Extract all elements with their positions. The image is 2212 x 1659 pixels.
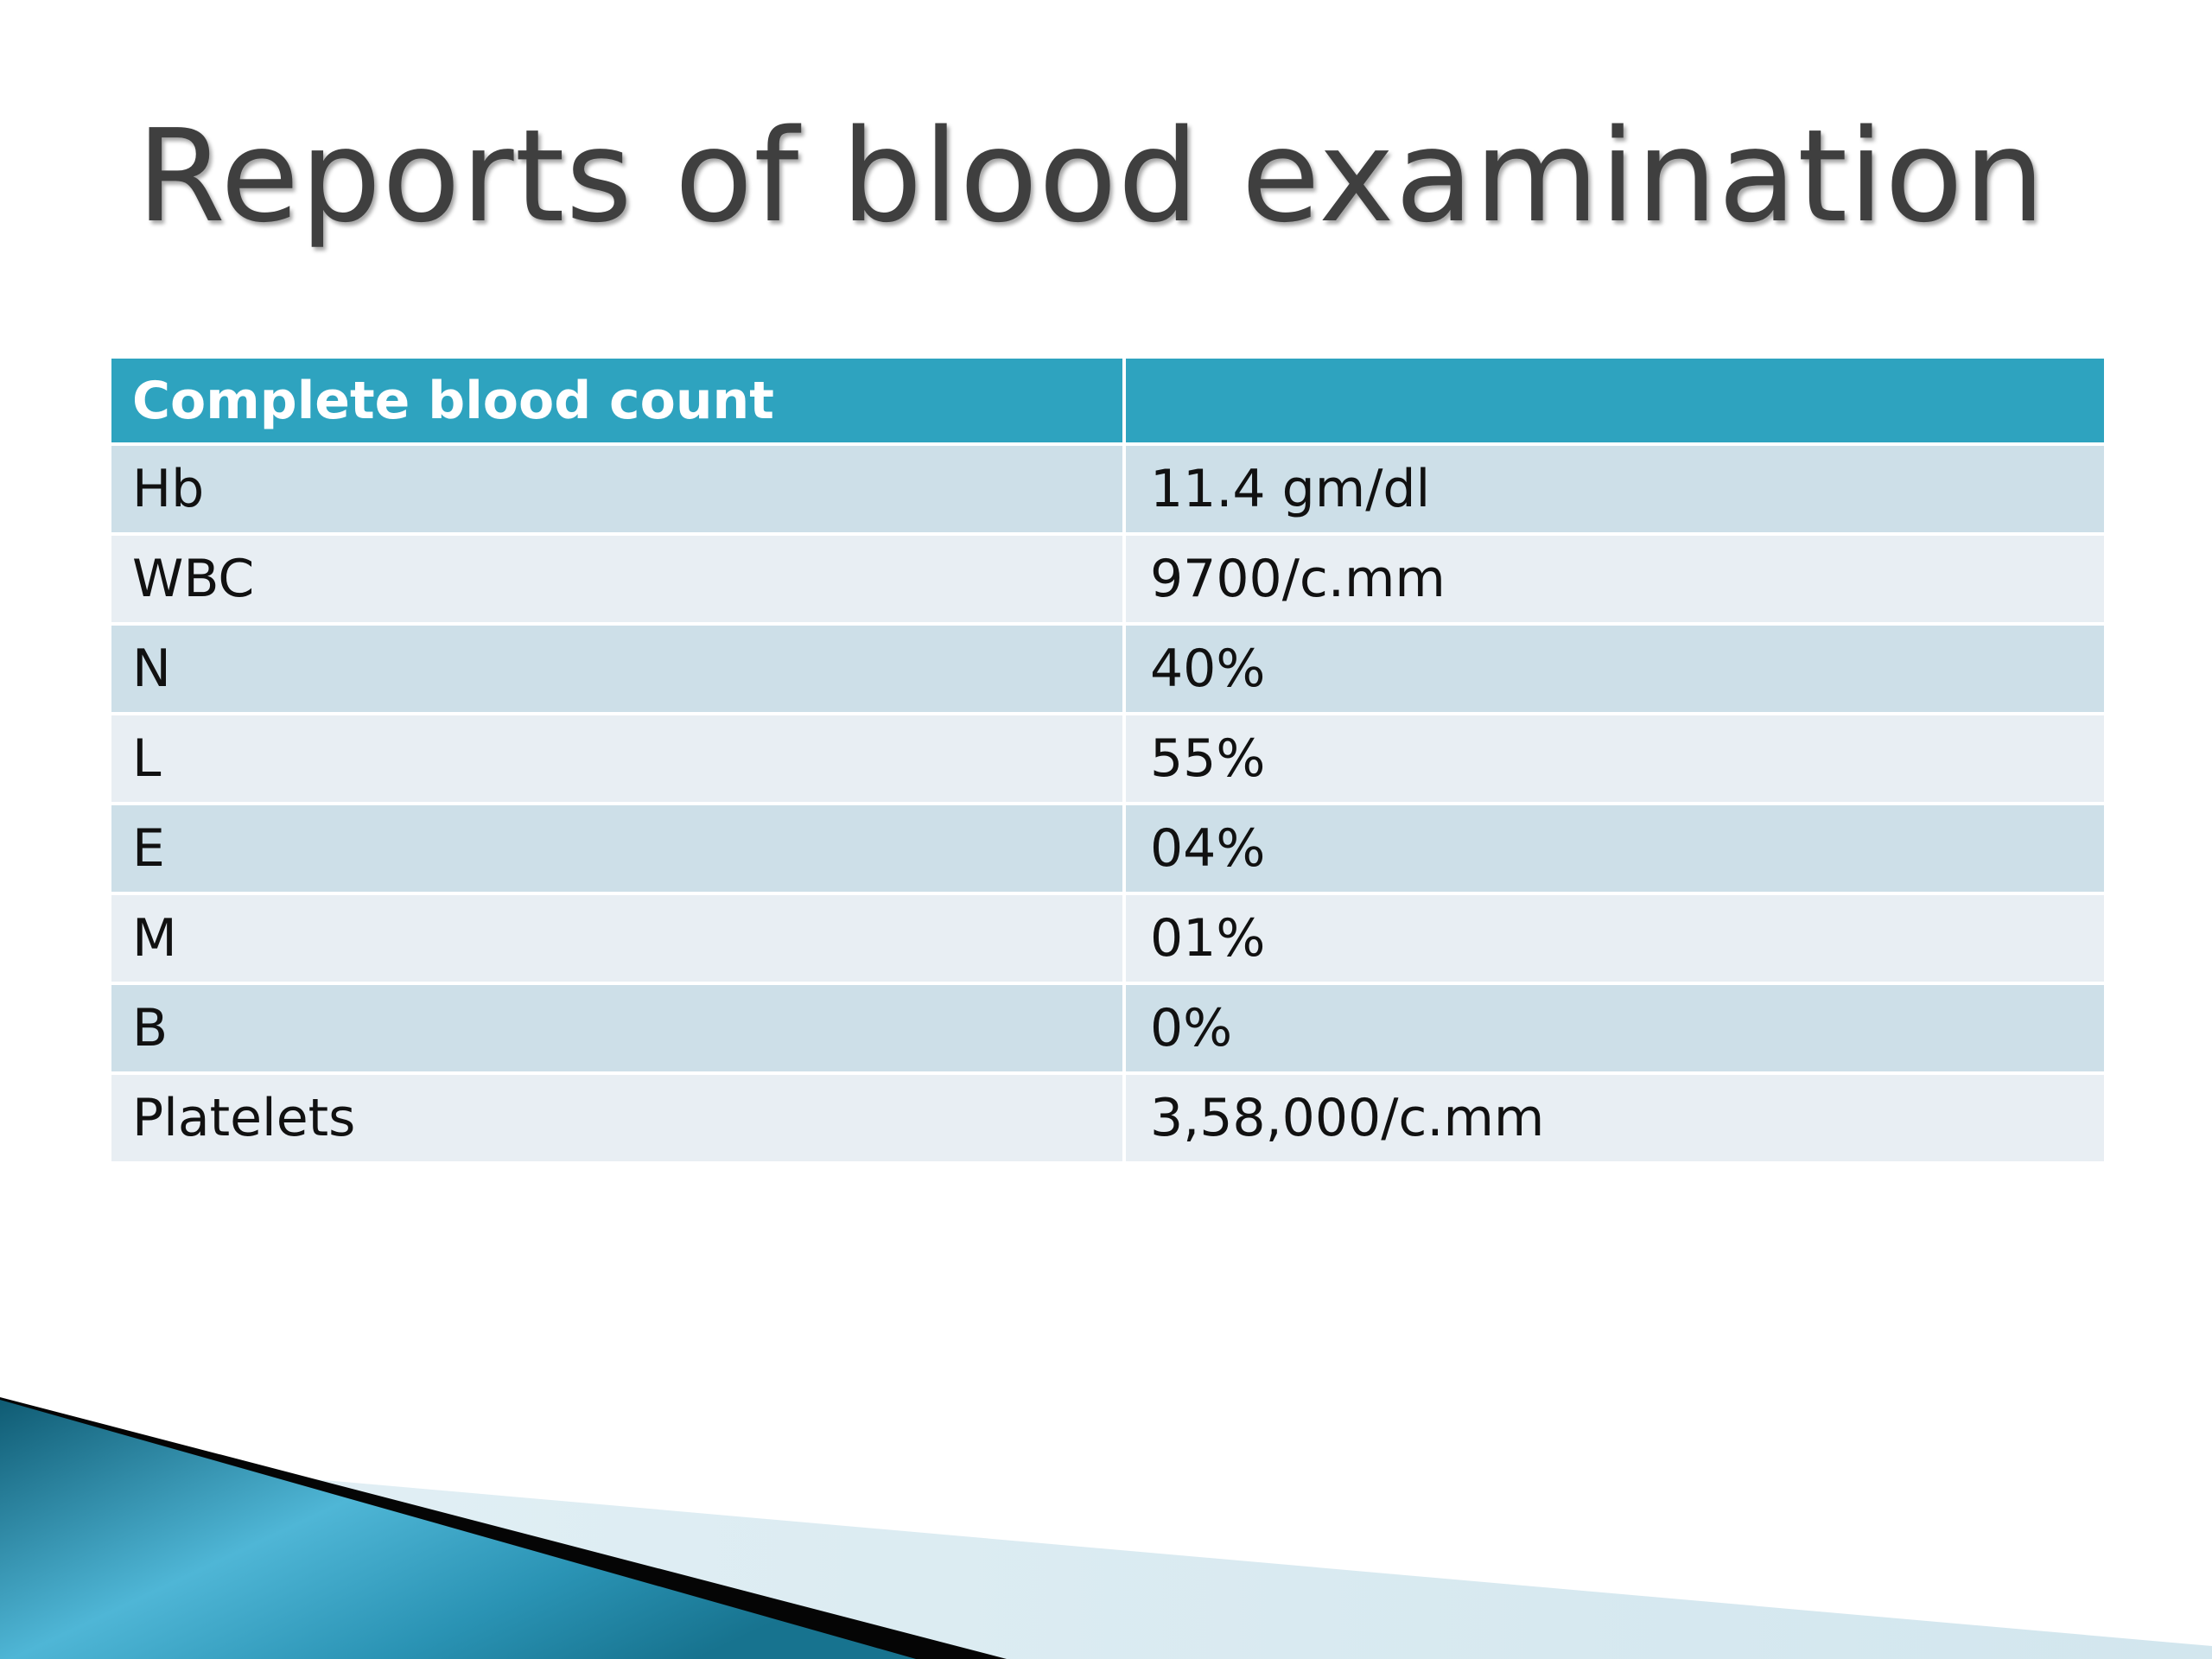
row-value: 55%	[1126, 715, 2104, 802]
table-row: B 0%	[111, 985, 2104, 1071]
row-value: 04%	[1126, 805, 2104, 892]
black-swoosh	[0, 1397, 1007, 1659]
table-row: Platelets 3,58,000/c.mm	[111, 1075, 2104, 1161]
teal-swoosh	[0, 1400, 916, 1659]
table-row: Hb 11.4 gm/dl	[111, 446, 2104, 532]
table-header-label: Complete blood count	[111, 359, 1122, 442]
row-value: 0%	[1126, 985, 2104, 1071]
row-label: N	[111, 626, 1122, 712]
row-label: L	[111, 715, 1122, 802]
slide-title: Reports of blood examination	[137, 102, 2046, 251]
row-value: 3,58,000/c.mm	[1126, 1075, 2104, 1161]
table-row: WBC 9700/c.mm	[111, 536, 2104, 622]
table-row: N 40%	[111, 626, 2104, 712]
row-label: E	[111, 805, 1122, 892]
row-value: 40%	[1126, 626, 2104, 712]
table-row: M 01%	[111, 895, 2104, 982]
row-label: B	[111, 985, 1122, 1071]
table-header-row: Complete blood count	[111, 359, 2104, 442]
table-header-value	[1126, 359, 2104, 442]
row-value: 01%	[1126, 895, 2104, 982]
row-label: Hb	[111, 446, 1122, 532]
row-value: 11.4 gm/dl	[1126, 446, 2104, 532]
pale-blue-swoosh	[0, 1452, 2212, 1659]
table-row: L 55%	[111, 715, 2104, 802]
slide-corner-decoration	[0, 1397, 2212, 1659]
blood-count-table: Complete blood count Hb 11.4 gm/dl WBC 9…	[108, 355, 2107, 1165]
row-label: M	[111, 895, 1122, 982]
row-label: WBC	[111, 536, 1122, 622]
row-value: 9700/c.mm	[1126, 536, 2104, 622]
row-label: Platelets	[111, 1075, 1122, 1161]
table-row: E 04%	[111, 805, 2104, 892]
